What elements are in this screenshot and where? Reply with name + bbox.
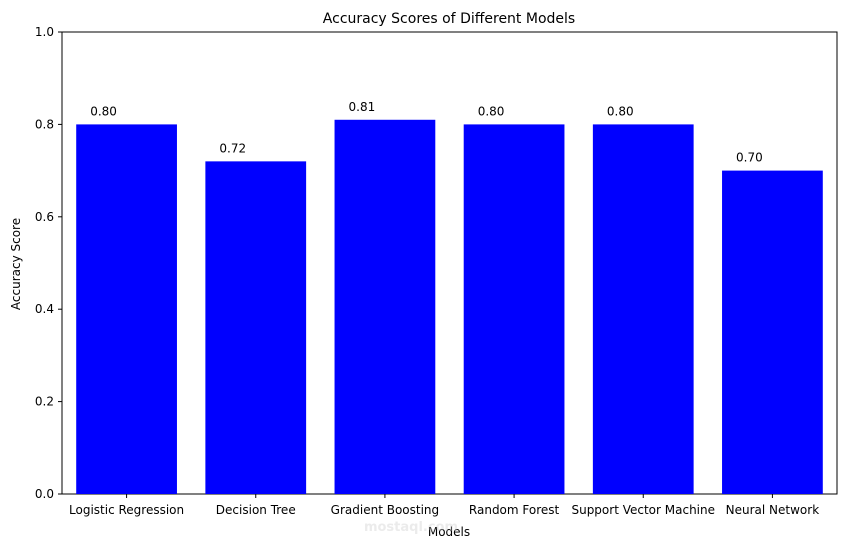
plot-area: 0.80 0.72 0.81 0.80 0.80 0.70 0.0 0.2 0.4 0.6 0.8… <box>35 25 838 517</box>
bar <box>76 124 177 495</box>
x-tick-label: Logistic Regression <box>69 503 184 517</box>
x-axis-label: Models <box>428 525 470 539</box>
bar <box>463 124 565 495</box>
bar-data-label: 0.70 <box>736 151 763 165</box>
bar <box>205 161 307 495</box>
watermark-text: mostaql.com <box>364 520 458 535</box>
bar <box>334 119 436 494</box>
bar-data-label: 0.80 <box>90 104 117 118</box>
bar-data-label: 0.80 <box>607 104 634 118</box>
y-tick-label: 0.8 <box>35 117 54 131</box>
bar <box>722 170 823 494</box>
plot-frame <box>61 31 838 495</box>
data-labels-layer: 0.80 0.72 0.81 0.80 0.80 0.70 <box>90 100 763 165</box>
y-tick-label: 0.0 <box>35 487 54 501</box>
bar-data-label: 0.80 <box>478 104 505 118</box>
x-tick-label: Random Forest <box>469 503 560 517</box>
x-tick-label: Decision Tree <box>216 503 296 517</box>
y-tick-label: 0.6 <box>35 210 54 224</box>
x-tick-label: Support Vector Machine <box>571 503 715 517</box>
x-tick-label: Neural Network <box>726 503 820 517</box>
bar-data-label: 0.81 <box>349 100 376 114</box>
y-tick-label: 1.0 <box>35 25 54 39</box>
y-tick-label: 0.4 <box>35 302 54 316</box>
y-tick-label: 0.2 <box>35 395 54 409</box>
x-axis-ticks: Logistic Regression Decision Tree Gradient… <box>69 494 819 517</box>
y-axis-ticks: 0.0 0.2 0.4 0.6 0.8 1.0 <box>35 25 62 501</box>
bar-data-label: 0.72 <box>219 141 246 155</box>
x-tick-label: Gradient Boosting <box>331 503 439 517</box>
bar <box>592 124 694 495</box>
y-axis-label: Accuracy Score <box>9 218 23 310</box>
chart-title: Accuracy Scores of Different Models <box>323 11 575 27</box>
bars-layer <box>76 119 823 495</box>
